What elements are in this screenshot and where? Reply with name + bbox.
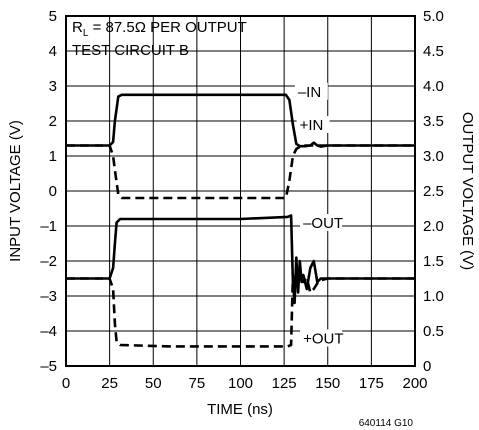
x-tick-label: 50 xyxy=(145,375,162,392)
series-label: –OUT xyxy=(303,215,343,232)
series-line xyxy=(66,93,415,148)
y-left-axis-label: INPUT VOLTAGE (V) xyxy=(7,120,24,262)
series-label-bg xyxy=(300,214,343,231)
series-label-bg xyxy=(300,329,343,347)
x-tick-label: 125 xyxy=(272,375,297,392)
y-right-tick-label: 0.5 xyxy=(423,323,444,340)
y-right-tick-label: 2.5 xyxy=(423,183,444,200)
y-left-tick-label: –4 xyxy=(40,323,57,340)
y-right-tick-label: 4.0 xyxy=(423,78,444,95)
y-right-tick-label: 2.0 xyxy=(423,218,444,235)
series-line xyxy=(66,144,415,200)
y-right-tick-label: 1.0 xyxy=(423,288,444,305)
series-line xyxy=(66,214,415,305)
y-left-tick-label: 5 xyxy=(49,8,57,25)
x-tick-label: 200 xyxy=(402,375,427,392)
y-left-tick-label: –5 xyxy=(40,358,57,375)
x-tick-label: 150 xyxy=(315,375,340,392)
x-tick-labels: 0 25 50 75 100 125 150 175 200 xyxy=(62,375,428,392)
figure-id: 640114 G10 xyxy=(359,418,414,429)
y-left-tick-label: –1 xyxy=(40,218,57,235)
series-label: –IN xyxy=(298,84,321,101)
x-tick-label: 0 xyxy=(62,375,70,392)
annotation-line1: RL = 87.5Ω PER OUTPUT xyxy=(72,19,247,39)
series-line xyxy=(66,273,415,348)
y-right-tick-label: 5.0 xyxy=(423,8,444,25)
y-right-tick-labels: 5.0 4.5 4.0 3.5 3.0 2.5 2.0 1.5 1.0 0.5 0 xyxy=(423,8,444,375)
series-group xyxy=(66,93,415,348)
y-left-tick-label: 3 xyxy=(49,78,57,95)
plot-frame xyxy=(65,15,416,367)
grid xyxy=(66,16,415,366)
y-left-tick-label: 4 xyxy=(49,43,57,60)
y-left-tick-label: 1 xyxy=(49,148,57,165)
x-tick-label: 75 xyxy=(189,375,206,392)
y-left-tick-label: 0 xyxy=(49,183,57,200)
x-tick-label: 100 xyxy=(228,375,253,392)
x-tick-label: 25 xyxy=(101,375,118,392)
y-left-tick-label: –3 xyxy=(40,288,57,305)
y-right-axis-label: OUTPUT VOLTAGE (V) xyxy=(459,112,476,270)
y-right-tick-label: 4.5 xyxy=(423,43,444,60)
y-right-tick-label: 1.5 xyxy=(423,253,444,270)
y-right-tick-label: 3.0 xyxy=(423,148,444,165)
series-label-bg xyxy=(296,116,330,133)
x-tick-label: 175 xyxy=(359,375,384,392)
y-left-tick-label: 2 xyxy=(49,113,57,130)
series-label: +IN xyxy=(300,117,324,134)
series-label: +OUT xyxy=(303,331,343,348)
y-right-tick-label: 0 xyxy=(423,358,431,375)
y-left-tick-labels: 5 4 3 2 1 0 –1 –2 –3 –4 –5 xyxy=(40,8,57,375)
x-axis-label: TIME (ns) xyxy=(207,401,273,418)
annotation-line2: TEST CIRCUIT B xyxy=(72,42,189,59)
y-left-tick-label: –2 xyxy=(40,253,57,270)
y-right-tick-label: 3.5 xyxy=(423,113,444,130)
series-labels: –IN +IN –OUT +OUT xyxy=(294,82,344,348)
series-label-bg xyxy=(294,82,328,100)
